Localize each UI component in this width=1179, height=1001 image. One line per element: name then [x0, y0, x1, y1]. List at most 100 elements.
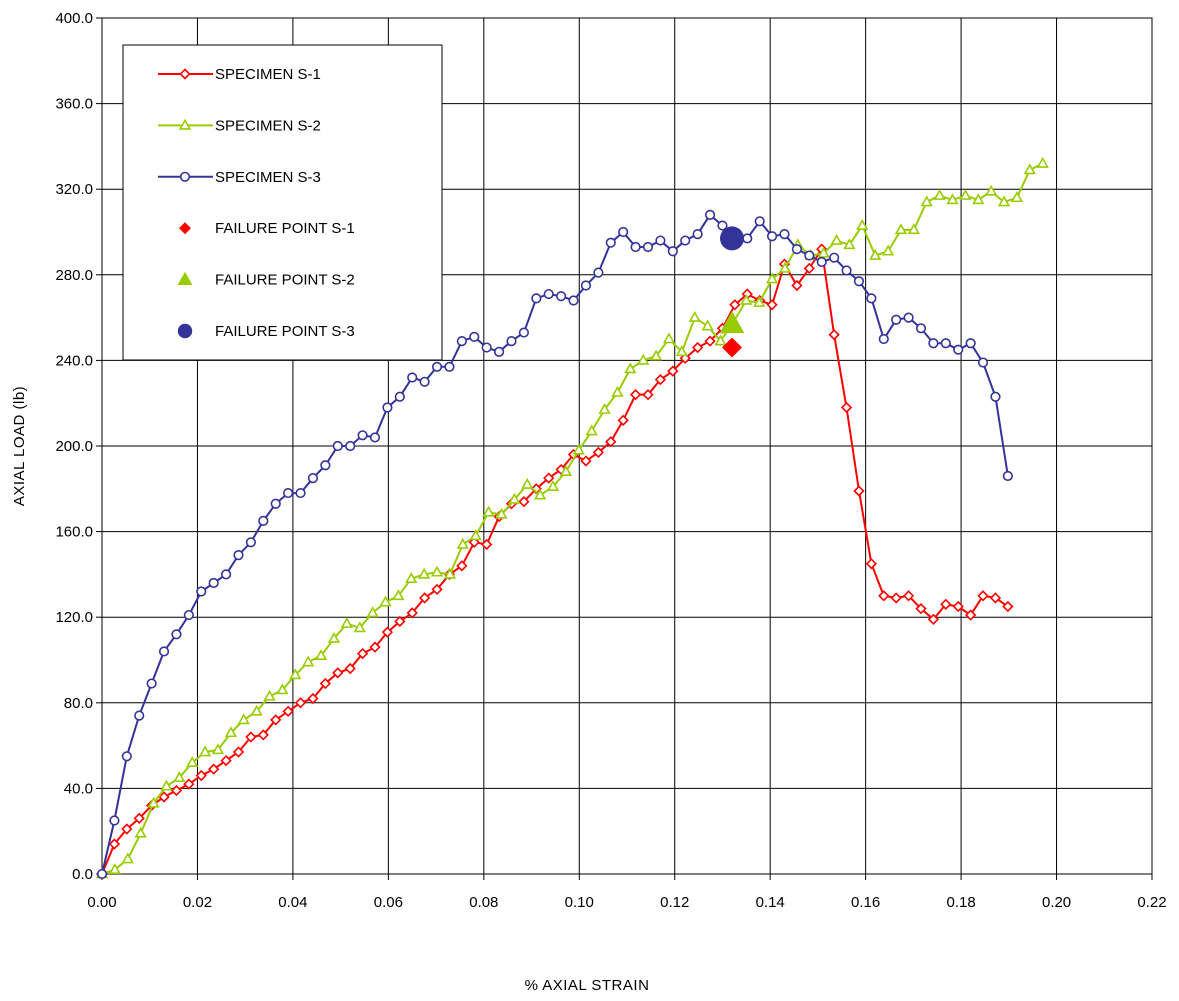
data-point — [353, 621, 366, 633]
data-point — [531, 293, 542, 304]
data-point — [419, 376, 430, 387]
x-tick-label: 0.22 — [1137, 894, 1166, 911]
series-failure-point-s-1 — [722, 337, 742, 358]
y-tick-label: 280.0 — [55, 267, 93, 284]
data-point — [444, 361, 455, 372]
data-point — [853, 276, 865, 287]
data-point — [96, 868, 108, 880]
y-tick-label: 120.0 — [55, 609, 93, 626]
data-point — [282, 705, 294, 717]
data-point — [220, 754, 232, 767]
data-point — [121, 823, 133, 835]
legend-symbol — [177, 271, 193, 286]
data-point — [618, 226, 629, 238]
data-point — [766, 231, 778, 242]
data-point — [186, 756, 199, 768]
data-point — [406, 607, 418, 619]
data-point — [828, 329, 840, 341]
data-point — [369, 641, 381, 653]
y-tick-label: 240.0 — [55, 352, 93, 369]
data-point — [605, 436, 617, 448]
data-point — [840, 401, 853, 414]
data-point — [270, 498, 281, 509]
data-point — [791, 244, 803, 255]
data-point — [381, 626, 394, 638]
data-point — [211, 743, 225, 755]
legend: SPECIMEN S-1 SPECIMEN S-2 SPECIMEN S-3 F… — [122, 44, 443, 361]
data-point — [121, 751, 132, 762]
legend-marker — [178, 118, 192, 130]
data-point — [894, 223, 908, 235]
data-point — [430, 565, 444, 577]
data-point — [543, 472, 555, 484]
data-point — [927, 613, 940, 625]
data-point — [977, 590, 989, 602]
y-tick-label: 80.0 — [64, 695, 93, 712]
data-point — [257, 729, 269, 741]
data-point — [989, 592, 1002, 604]
data-point — [853, 485, 865, 497]
data-point — [556, 291, 567, 302]
data-point — [803, 262, 815, 275]
data-point — [580, 455, 592, 467]
data-point — [878, 333, 889, 345]
data-point — [289, 668, 302, 680]
data-point — [878, 590, 890, 602]
data-point — [592, 446, 604, 459]
legend-entry-specimen-s1: SPECIMEN S-1 — [158, 66, 321, 83]
data-point — [920, 195, 933, 207]
data-point — [891, 314, 902, 325]
data-point — [493, 346, 505, 357]
data-point — [972, 193, 985, 205]
legend-symbol — [158, 171, 213, 182]
data-point — [869, 248, 882, 260]
data-point — [173, 771, 186, 783]
data-point — [134, 826, 147, 838]
data-point — [469, 529, 482, 541]
data-point — [382, 402, 393, 413]
legend-marker — [177, 323, 193, 339]
data-point — [662, 332, 676, 344]
data-point — [108, 863, 121, 875]
data-point — [816, 256, 827, 268]
data-point — [804, 250, 815, 261]
failure-point-marker — [720, 226, 744, 251]
data-point — [345, 440, 356, 452]
x-tick-label: 0.14 — [756, 894, 785, 911]
data-point — [208, 763, 220, 775]
data-point — [680, 235, 691, 246]
legend-symbol — [158, 118, 213, 130]
data-point — [469, 331, 480, 342]
legend-symbol — [158, 68, 213, 80]
data-point — [829, 252, 840, 263]
data-point — [340, 616, 353, 628]
legend-label: FAILURE POINT S-2 — [215, 272, 355, 289]
legend-label: FAILURE POINT S-1 — [215, 220, 355, 237]
data-point — [294, 697, 307, 709]
data-point — [1002, 470, 1013, 482]
series-specimen-s-2 — [95, 156, 1049, 879]
data-point — [121, 852, 134, 864]
data-point — [568, 295, 579, 306]
failure-point-marker — [719, 311, 745, 334]
data-point — [985, 184, 998, 196]
legend-symbol — [179, 222, 191, 235]
data-point — [456, 537, 469, 549]
data-point — [593, 267, 604, 278]
data-point — [146, 678, 157, 689]
data-point — [580, 280, 592, 291]
y-tick-label: 320.0 — [55, 181, 93, 198]
legend-label: SPECIMEN S-2 — [215, 117, 321, 134]
data-point — [133, 812, 145, 824]
data-point — [559, 465, 573, 476]
data-point — [183, 609, 194, 621]
data-point — [902, 590, 915, 602]
data-point — [1002, 600, 1014, 613]
data-point — [405, 572, 418, 583]
data-point — [654, 374, 667, 386]
data-point — [692, 341, 704, 354]
data-point — [692, 229, 703, 240]
data-point — [572, 443, 585, 455]
data-point — [379, 595, 392, 607]
